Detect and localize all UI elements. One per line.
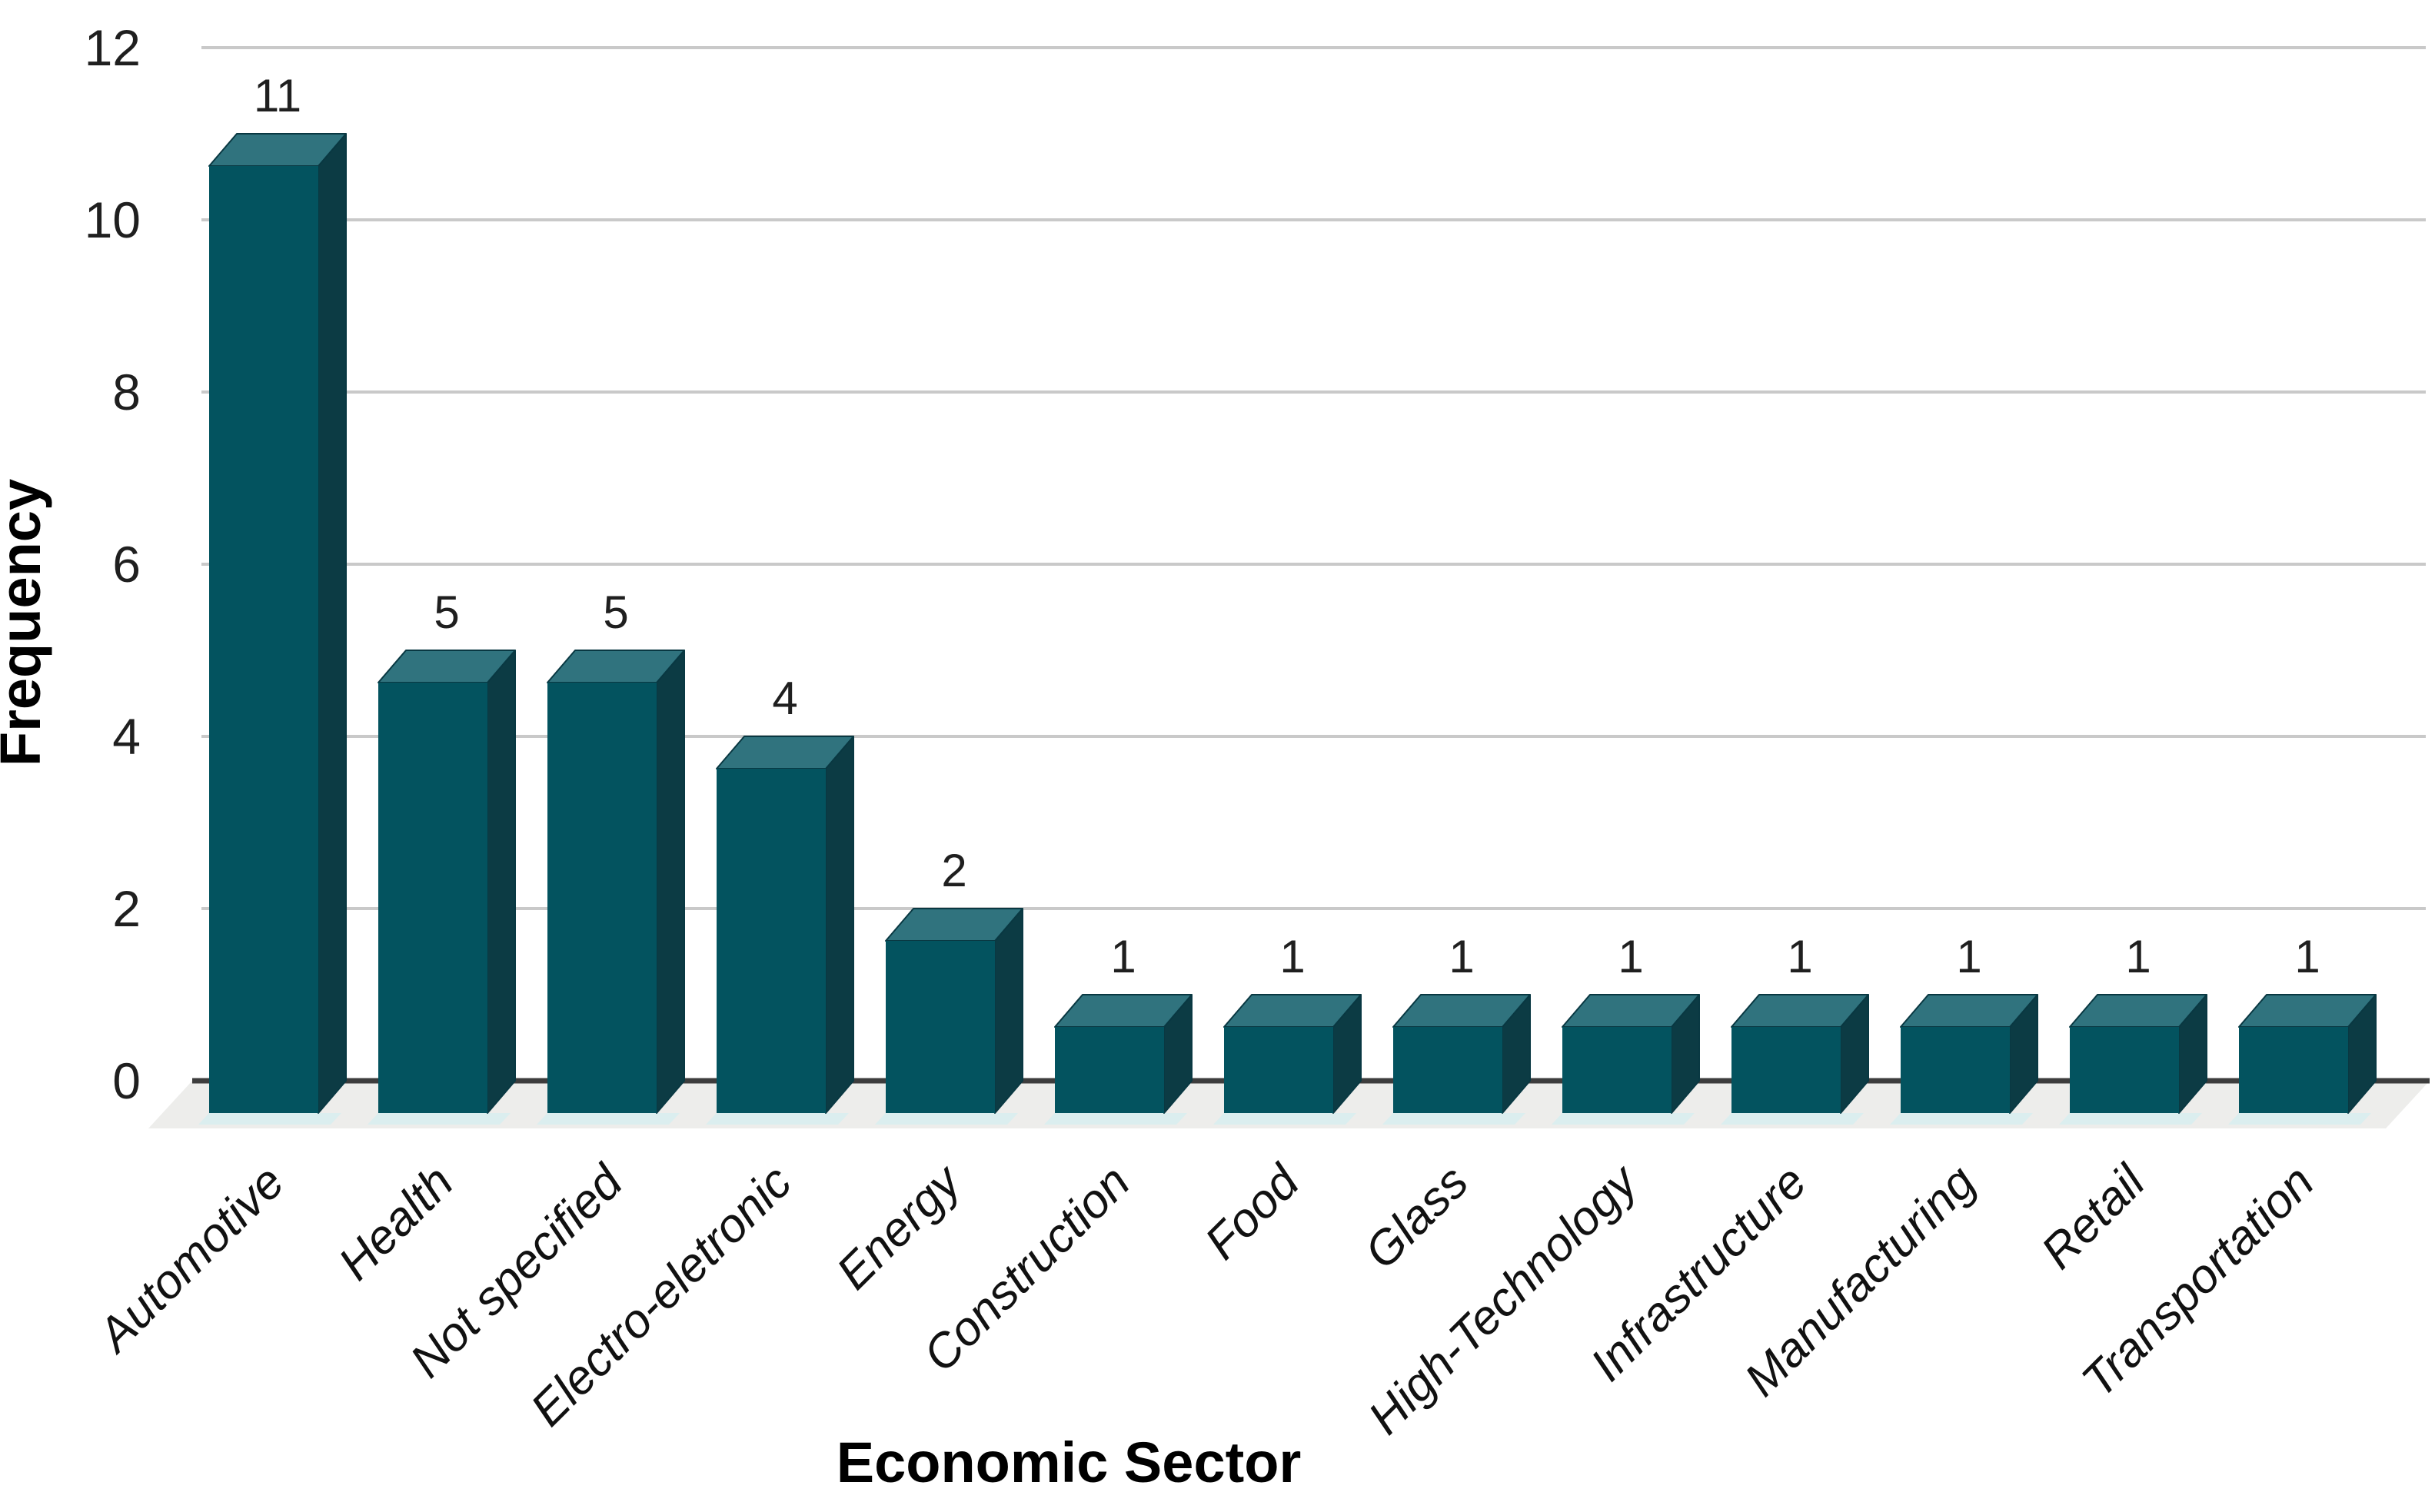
x-category-label: Health (328, 1155, 464, 1291)
bar-front-face (378, 683, 487, 1113)
x-category-label: Glass (1355, 1155, 1479, 1279)
bar-reflection (537, 1113, 680, 1125)
bar-front-face (717, 769, 826, 1113)
bar-retail (2059, 994, 2207, 1125)
y-tick-label: 4 (112, 708, 141, 765)
bar-front-face (1731, 1027, 1841, 1113)
bar-reflection (706, 1113, 849, 1125)
bar-value-label: 4 (772, 673, 797, 724)
bar-reflection (2059, 1113, 2202, 1125)
bar-side-face (656, 650, 685, 1114)
bar-front-face (1901, 1027, 2010, 1113)
bar-value-label: 11 (254, 70, 301, 121)
bar-food (1213, 994, 1362, 1125)
bar-manufacturing (1890, 994, 2038, 1125)
bar-construction (1044, 994, 1193, 1125)
bar-reflection (1552, 1113, 1695, 1125)
bar-side-face (994, 908, 1023, 1114)
bar-value-label: 1 (1449, 931, 1474, 982)
bar-reflection (368, 1113, 511, 1125)
bar-front-face (2239, 1027, 2348, 1113)
bar-not-specified (537, 650, 685, 1125)
bar-side-face (825, 736, 854, 1114)
gridlines-layer (201, 46, 2426, 910)
bar-front-face (2070, 1027, 2179, 1113)
bar-glass (1382, 994, 1531, 1125)
bar-electro-eletronic (706, 736, 854, 1125)
bar-reflection (1213, 1113, 1356, 1125)
x-category-label: Energy (827, 1153, 973, 1300)
bar-energy (875, 908, 1023, 1125)
x-category-label: Automotive (86, 1155, 294, 1364)
x-axis-title: Economic Sector (837, 1431, 1302, 1494)
bar-reflection (1044, 1113, 1187, 1125)
y-tick-label: 6 (112, 536, 141, 593)
y-tick-label: 12 (85, 19, 141, 76)
bar-front-face (1562, 1027, 1672, 1113)
bar-high-technology (1552, 994, 1700, 1125)
bar-value-label: 1 (1279, 931, 1305, 982)
bar-value-label: 1 (1956, 931, 1981, 982)
bar-front-face (209, 166, 318, 1113)
bar-value-label: 1 (1787, 931, 1812, 982)
bar-health (368, 650, 516, 1125)
bar-infrastructure (1721, 994, 1869, 1125)
bar-value-label: 2 (941, 845, 966, 896)
bar-value-label: 5 (603, 587, 628, 638)
bar-value-label: 1 (1110, 931, 1136, 982)
bar-reflection (1721, 1113, 1864, 1125)
bar-value-label: 5 (434, 587, 459, 638)
bar-reflection (198, 1113, 341, 1125)
y-tick-label: 2 (112, 880, 141, 937)
bar-transportation (2228, 994, 2377, 1125)
bar-front-face (886, 941, 995, 1113)
x-category-label: Food (1195, 1154, 1310, 1269)
bar-value-label: 1 (2125, 931, 2151, 982)
bar-side-face (318, 133, 347, 1114)
bars-layer (198, 133, 2377, 1125)
y-tick-label: 8 (112, 364, 141, 420)
bar-front-face (1224, 1027, 1333, 1113)
bar-reflection (875, 1113, 1018, 1125)
y-tick-label: 0 (112, 1052, 141, 1109)
bar-reflection (1890, 1113, 2033, 1125)
bar-reflection (2228, 1113, 2371, 1125)
bar-value-label: 1 (2294, 931, 2320, 982)
bar-side-face (487, 650, 516, 1114)
bar-automotive (198, 133, 347, 1125)
bar-front-face (1393, 1027, 1502, 1113)
y-axis-title: Frequency (0, 479, 52, 766)
bar-front-face (547, 683, 657, 1113)
x-category-label: Retail (2031, 1155, 2156, 1279)
y-tick-label: 10 (85, 191, 141, 248)
bar-reflection (1382, 1113, 1525, 1125)
bar-value-label: 1 (1618, 931, 1643, 982)
bar-front-face (1055, 1027, 1164, 1113)
